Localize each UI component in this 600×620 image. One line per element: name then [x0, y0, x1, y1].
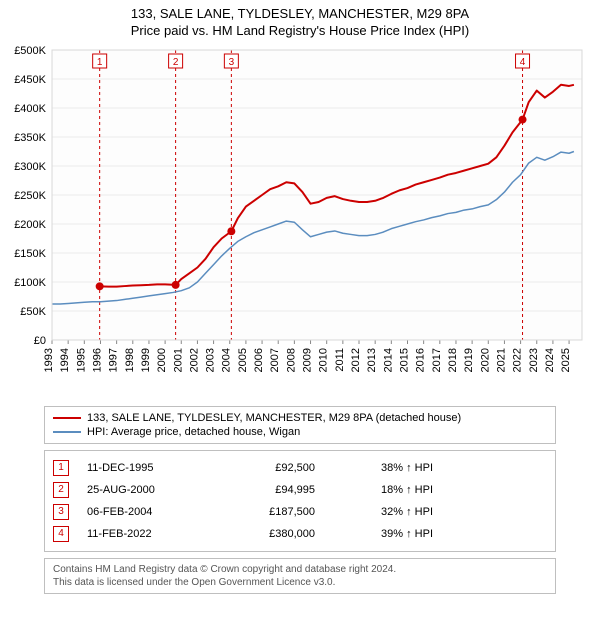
- transaction-price: £187,500: [225, 506, 315, 518]
- svg-text:2: 2: [173, 57, 179, 68]
- svg-text:1: 1: [97, 57, 103, 68]
- svg-text:2003: 2003: [205, 348, 217, 372]
- legend-row: HPI: Average price, detached house, Wiga…: [53, 425, 547, 439]
- svg-text:2017: 2017: [431, 348, 443, 372]
- transaction-pct: 18% ↑ HPI: [333, 484, 433, 496]
- transaction-price: £380,000: [225, 528, 315, 540]
- title-line-2: Price paid vs. HM Land Registry's House …: [0, 23, 600, 40]
- svg-text:2005: 2005: [237, 348, 249, 372]
- transaction-price: £94,995: [225, 484, 315, 496]
- svg-text:£50K: £50K: [20, 306, 46, 318]
- svg-text:2008: 2008: [285, 348, 297, 372]
- transactions-table: 1 11-DEC-1995 £92,500 38% ↑ HPI 2 25-AUG-2000…: [44, 450, 556, 552]
- svg-text:1994: 1994: [59, 348, 71, 372]
- transaction-date: 25-AUG-2000: [87, 484, 207, 496]
- chart-titles: 133, SALE LANE, TYLDESLEY, MANCHESTER, M…: [0, 0, 600, 40]
- transaction-date: 11-DEC-1995: [87, 462, 207, 474]
- svg-text:1997: 1997: [108, 348, 120, 372]
- svg-text:£150K: £150K: [14, 248, 46, 260]
- svg-text:2014: 2014: [382, 348, 394, 372]
- transaction-pct: 38% ↑ HPI: [333, 462, 433, 474]
- svg-text:£400K: £400K: [14, 103, 46, 115]
- svg-text:2002: 2002: [188, 348, 200, 372]
- transaction-date: 11-FEB-2022: [87, 528, 207, 540]
- svg-text:2024: 2024: [544, 348, 556, 372]
- svg-text:2020: 2020: [479, 348, 491, 372]
- svg-text:£200K: £200K: [14, 219, 46, 231]
- svg-text:3: 3: [229, 57, 235, 68]
- svg-text:£350K: £350K: [14, 132, 46, 144]
- svg-text:2010: 2010: [318, 348, 330, 372]
- transaction-pct: 32% ↑ HPI: [333, 506, 433, 518]
- transaction-pct: 39% ↑ HPI: [333, 528, 433, 540]
- svg-text:2022: 2022: [512, 348, 524, 372]
- title-line-1: 133, SALE LANE, TYLDESLEY, MANCHESTER, M…: [0, 6, 600, 23]
- transaction-marker: 4: [53, 526, 69, 542]
- svg-text:1996: 1996: [91, 348, 103, 372]
- svg-text:£250K: £250K: [14, 190, 46, 202]
- svg-text:2000: 2000: [156, 348, 168, 372]
- svg-text:2009: 2009: [302, 348, 314, 372]
- legend: 133, SALE LANE, TYLDESLEY, MANCHESTER, M…: [44, 406, 556, 444]
- transaction-row: 2 25-AUG-2000 £94,995 18% ↑ HPI: [53, 479, 547, 501]
- svg-text:£100K: £100K: [14, 277, 46, 289]
- legend-swatch: [53, 417, 81, 419]
- transaction-row: 4 11-FEB-2022 £380,000 39% ↑ HPI: [53, 523, 547, 545]
- footer-line-2: This data is licensed under the Open Gov…: [53, 576, 547, 589]
- svg-text:£500K: £500K: [14, 45, 46, 57]
- chart-svg: £0 £50K £100K £150K £200K £250K £300K £350K £400…: [0, 40, 600, 400]
- legend-row: 133, SALE LANE, TYLDESLEY, MANCHESTER, M…: [53, 411, 547, 425]
- transaction-marker: 1: [53, 460, 69, 476]
- legend-swatch: [53, 431, 81, 433]
- svg-text:2016: 2016: [415, 348, 427, 372]
- svg-text:2021: 2021: [495, 348, 507, 372]
- svg-text:1999: 1999: [140, 348, 152, 372]
- svg-text:2001: 2001: [172, 348, 184, 372]
- footer-attribution: Contains HM Land Registry data © Crown c…: [44, 558, 556, 594]
- svg-text:£300K: £300K: [14, 161, 46, 173]
- svg-text:2006: 2006: [253, 348, 265, 372]
- svg-text:£450K: £450K: [14, 74, 46, 86]
- transaction-marker: 2: [53, 482, 69, 498]
- footer-line-1: Contains HM Land Registry data © Crown c…: [53, 563, 547, 576]
- svg-text:2011: 2011: [334, 348, 346, 372]
- svg-text:1998: 1998: [124, 348, 136, 372]
- svg-text:2018: 2018: [447, 348, 459, 372]
- chart-area: £0 £50K £100K £150K £200K £250K £300K £350K £400…: [0, 40, 600, 400]
- svg-text:2012: 2012: [350, 348, 362, 372]
- svg-text:2007: 2007: [269, 348, 281, 372]
- svg-text:1993: 1993: [43, 348, 55, 372]
- svg-text:1995: 1995: [75, 348, 87, 372]
- transaction-row: 1 11-DEC-1995 £92,500 38% ↑ HPI: [53, 457, 547, 479]
- svg-text:2004: 2004: [221, 348, 233, 372]
- svg-text:2015: 2015: [398, 348, 410, 372]
- legend-label: HPI: Average price, detached house, Wiga…: [87, 426, 300, 438]
- svg-text:4: 4: [520, 57, 526, 68]
- legend-label: 133, SALE LANE, TYLDESLEY, MANCHESTER, M…: [87, 412, 461, 424]
- svg-text:2013: 2013: [366, 348, 378, 372]
- transaction-row: 3 06-FEB-2004 £187,500 32% ↑ HPI: [53, 501, 547, 523]
- transaction-date: 06-FEB-2004: [87, 506, 207, 518]
- transaction-price: £92,500: [225, 462, 315, 474]
- svg-text:2025: 2025: [560, 348, 572, 372]
- svg-text:£0: £0: [34, 335, 46, 347]
- svg-text:2023: 2023: [528, 348, 540, 372]
- transaction-marker: 3: [53, 504, 69, 520]
- svg-text:2019: 2019: [463, 348, 475, 372]
